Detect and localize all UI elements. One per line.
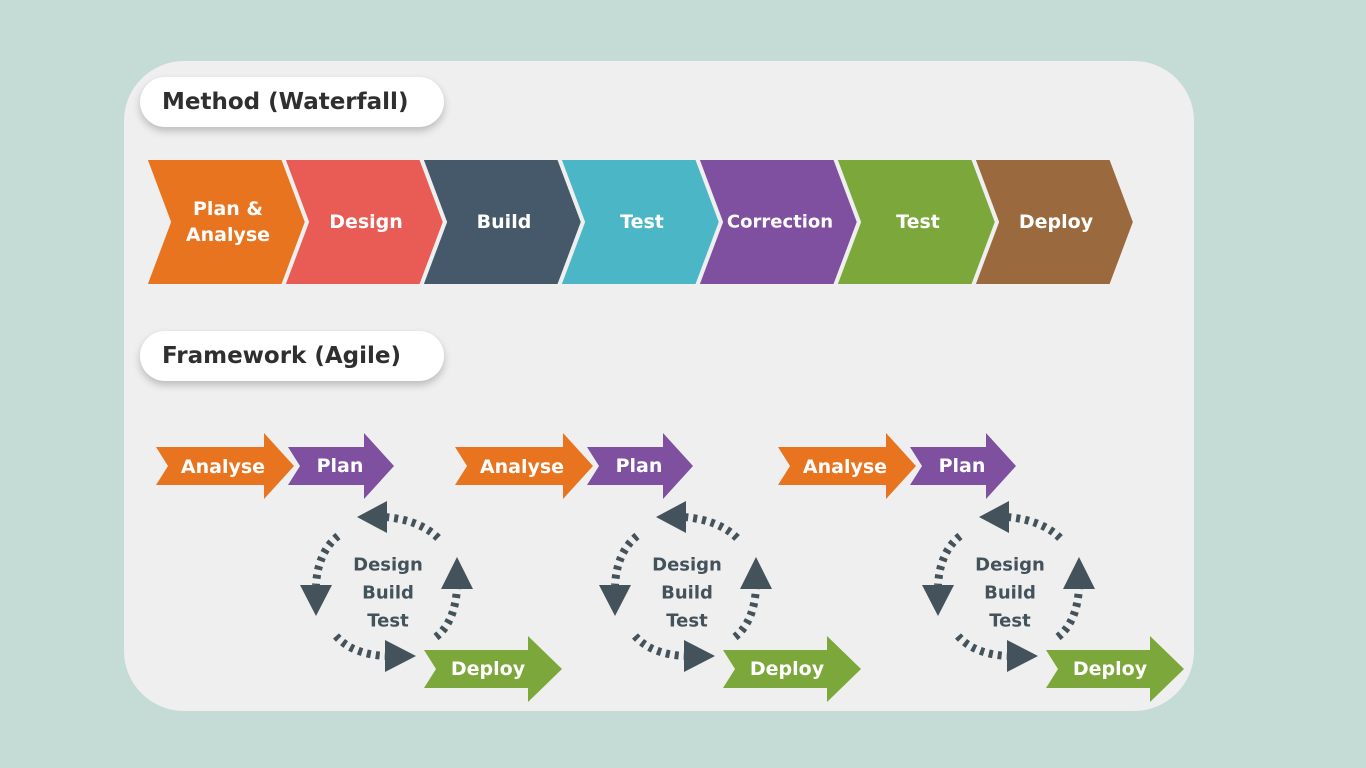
cycle-arrow-bottom-head [684, 640, 715, 672]
waterfall-step-label: Plan & [193, 198, 263, 220]
cycle-arrow-right-head [441, 557, 473, 589]
cycle-label-design: Design [652, 555, 722, 576]
cycle-arrow-right [433, 557, 473, 641]
cycle-arrow-right [732, 557, 772, 641]
cycle-arrow-left-head [300, 585, 332, 616]
deploy-label: Deploy [451, 658, 526, 680]
cycle-arrow-left [599, 532, 640, 616]
agile-iteration-1: Analyse Plan Design Build Test Deploy [156, 433, 562, 702]
waterfall-title-pill: Method (Waterfall) [140, 77, 444, 127]
cycle-arrow-bottom-dashes [333, 633, 386, 660]
cycle-arrow-left-dashes [611, 532, 640, 586]
waterfall-step-3-build: Build [418, 156, 586, 288]
cycle-arrow-top [656, 501, 740, 541]
cycle-arrow-top-dashes [683, 513, 740, 541]
cycle-label-test: Test [666, 611, 708, 632]
cycle-label-design: Design [975, 555, 1045, 576]
waterfall-step-7-deploy: Deploy [970, 156, 1138, 288]
cycle-label-build: Build [984, 583, 1036, 604]
cycle-arrow-right-dashes [433, 587, 461, 641]
waterfall-step-4-test: Test [556, 156, 724, 288]
cycle-arrow-left-dashes [312, 532, 341, 586]
cycle-arrow-bottom-head [385, 640, 416, 672]
plan-label: Plan [939, 455, 986, 477]
agile-row: Analyse Plan Design Build Test Deploy Analyse P… [156, 433, 1184, 702]
plan-arrow: Plan [910, 433, 1016, 499]
waterfall-row: Plan & Analyse Design Build Test Correction Te… [142, 156, 1138, 288]
cycle-arrow-bottom-dashes [632, 633, 685, 660]
cycle-arrow-left [300, 532, 341, 616]
waterfall-title: Method (Waterfall) [162, 89, 409, 115]
analyse-label: Analyse [181, 456, 265, 478]
analyse-arrow-shape [778, 433, 916, 499]
waterfall-step-label: Test [896, 211, 940, 233]
deploy-arrow-shape [424, 636, 562, 702]
cycle-arrow-right-dashes [732, 587, 760, 641]
waterfall-step-2-design: Design [280, 156, 448, 288]
cycle-arrow-right-dashes [1055, 587, 1083, 641]
plan-arrow-shape [587, 433, 693, 499]
cycle-arrow-bottom [333, 633, 416, 672]
deploy-label: Deploy [750, 658, 825, 680]
waterfall-step-1-plan-analyse: Plan & Analyse [142, 156, 310, 288]
cycle-arrow-bottom [955, 633, 1038, 672]
agile-iteration-3: Analyse Plan Design Build Test Deploy [778, 433, 1184, 702]
waterfall-step-label: Test [620, 211, 664, 233]
cycle-arrow-top-dashes [1006, 513, 1063, 541]
cycle-arrow-top [357, 501, 441, 541]
cycle-arrow-bottom [632, 633, 715, 672]
waterfall-step-label: Correction [727, 212, 833, 233]
cycle-arrow-left [922, 532, 963, 616]
cycle-arrow-right-head [740, 557, 772, 589]
waterfall-step-1-plan-analyse-shape [142, 156, 310, 288]
agile-iteration-2: Analyse Plan Design Build Test Deploy [455, 433, 861, 702]
analyse-arrow-shape [156, 433, 294, 499]
waterfall-step-label: Analyse [186, 224, 270, 246]
analyse-arrow-shape [455, 433, 593, 499]
cycle-arrow-top-dashes [384, 513, 441, 541]
plan-label: Plan [616, 455, 663, 477]
cycle-arrow-left-dashes [934, 532, 963, 586]
cycle-arrow-right-head [1063, 557, 1095, 589]
cycle-label-test: Test [367, 611, 409, 632]
cycle-arrow-bottom-head [1007, 640, 1038, 672]
deploy-arrow-shape [723, 636, 861, 702]
analyse-label: Analyse [480, 456, 564, 478]
plan-arrow-shape [910, 433, 1016, 499]
plan-arrow-shape [288, 433, 394, 499]
agile-title-pill: Framework (Agile) [140, 331, 444, 381]
waterfall-step-label: Deploy [1019, 211, 1094, 233]
analyse-label: Analyse [803, 456, 887, 478]
waterfall-step-label: Design [329, 211, 403, 233]
deploy-arrow: Deploy [424, 636, 562, 702]
plan-arrow: Plan [587, 433, 693, 499]
waterfall-step-7-deploy-shape [970, 156, 1138, 288]
deploy-label: Deploy [1073, 658, 1148, 680]
plan-arrow: Plan [288, 433, 394, 499]
cycle-label-build: Build [362, 583, 414, 604]
cycle-arrow-top-head [979, 501, 1009, 533]
analyse-arrow: Analyse [156, 433, 294, 499]
agile-title: Framework (Agile) [162, 343, 402, 369]
cycle-arrow-right [1055, 557, 1095, 641]
cycle-label-build: Build [661, 583, 713, 604]
cycle-arrow-top [979, 501, 1063, 541]
cycle-arrow-left-head [599, 585, 631, 616]
deploy-arrow: Deploy [1046, 636, 1184, 702]
waterfall-step-5-correction: Correction [694, 156, 862, 288]
deploy-arrow: Deploy [723, 636, 861, 702]
plan-label: Plan [317, 455, 364, 477]
waterfall-step-label: Build [477, 211, 532, 233]
cycle-arrow-top-head [357, 501, 387, 533]
waterfall-step-6-test: Test [832, 156, 1000, 288]
cycle-label-design: Design [353, 555, 423, 576]
analyse-arrow: Analyse [778, 433, 916, 499]
deploy-arrow-shape [1046, 636, 1184, 702]
cycle-label-test: Test [989, 611, 1031, 632]
cycle-arrow-top-head [656, 501, 686, 533]
analyse-arrow: Analyse [455, 433, 593, 499]
cycle-arrow-left-head [922, 585, 954, 616]
cycle-arrow-bottom-dashes [955, 633, 1008, 660]
